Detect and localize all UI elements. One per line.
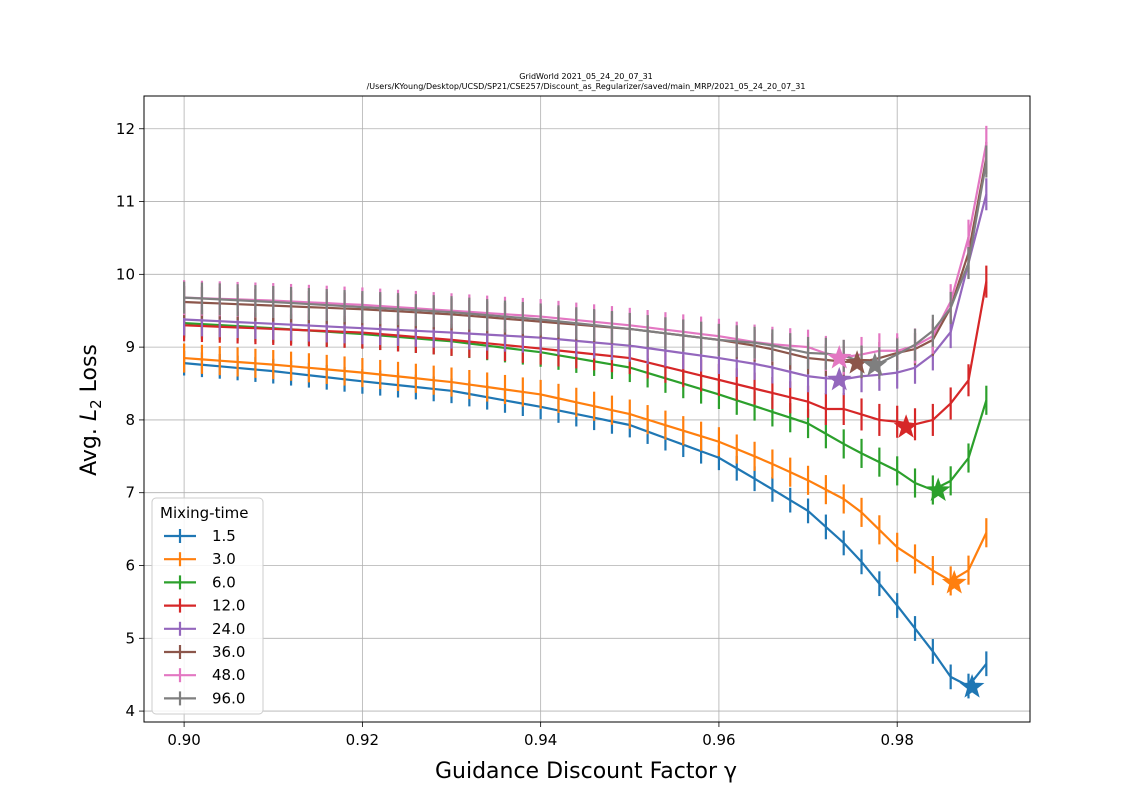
y-axis-label: Avg. L2 Loss — [77, 344, 105, 476]
series-line — [184, 356, 988, 583]
series-line — [184, 161, 988, 365]
series-line — [184, 281, 988, 426]
x-tick-label: 0.98 — [880, 731, 913, 749]
legend-label: 6.0 — [212, 573, 236, 591]
best-marker-star — [826, 366, 852, 391]
y-axis-label-suffix: Loss — [77, 344, 102, 399]
best-marker-star — [862, 352, 888, 376]
legend-items: 1.5 3.0 6.0 12.0 24.0 36.0 48.0 96.0 — [164, 527, 245, 707]
legend-item: 36.0 — [164, 643, 245, 661]
series-line — [184, 362, 988, 688]
legend-item: 1.5 — [164, 527, 236, 545]
x-tick-label: 0.94 — [524, 731, 557, 749]
legend-label: 36.0 — [212, 643, 245, 661]
x-tick-label: 0.96 — [702, 731, 735, 749]
series-3.0 — [183, 343, 988, 596]
y-tick-label: 7 — [125, 484, 135, 502]
y-tick-label: 9 — [125, 338, 135, 356]
best-marker-star — [844, 350, 870, 374]
y-tick-label: 5 — [125, 629, 135, 647]
legend: Mixing-time 1.5 3.0 6.0 12.0 24.0 36.0 48.0 96.… — [151, 497, 264, 715]
legend-label: 12.0 — [212, 597, 245, 615]
x-tick-label: 0.92 — [346, 731, 379, 749]
series-line — [184, 143, 988, 359]
y-tick-label: 6 — [125, 557, 135, 575]
legend-label: 3.0 — [212, 550, 236, 568]
legend-item: 96.0 — [164, 689, 245, 707]
best-marker-star — [941, 569, 967, 594]
legend-item: 24.0 — [164, 620, 245, 638]
y-tick-label: 11 — [116, 193, 135, 211]
legend-title: Mixing-time — [160, 504, 248, 522]
legend-item: 12.0 — [164, 597, 245, 615]
y-tick-label: 12 — [116, 120, 135, 138]
x-tick-label: 0.90 — [167, 731, 200, 749]
legend-label: 96.0 — [212, 689, 245, 707]
legend-item: 48.0 — [164, 666, 245, 684]
plot-frame — [143, 95, 1031, 723]
y-axis-label-var: L — [77, 409, 102, 421]
legend-item: 6.0 — [164, 573, 236, 591]
best-marker-star — [893, 414, 919, 438]
legend-item: 3.0 — [164, 550, 236, 568]
plot-series — [183, 125, 988, 699]
best-marker-star — [925, 477, 951, 502]
best-marker-star — [826, 345, 852, 369]
y-tick-label: 8 — [125, 411, 135, 429]
series-line — [184, 193, 988, 381]
legend-label: 1.5 — [212, 527, 236, 545]
chart-subtitle: /Users/KYoung/Desktop/UCSD/SP21/CSE257/D… — [367, 82, 806, 91]
axis-ticks: 0.90 0.92 0.94 0.96 0.98 4 5 6 7 8 9 10 11 12 — [116, 120, 914, 749]
chart-title: GridWorld 2021_05_24_20_07_31 — [519, 72, 653, 81]
x-axis-label: Guidance Discount Factor γ — [435, 759, 737, 784]
y-axis-label-sub: 2 — [87, 399, 105, 409]
y-tick-label: 10 — [116, 265, 135, 283]
best-marker-star — [959, 674, 985, 698]
legend-label: 24.0 — [212, 620, 245, 638]
legend-label: 48.0 — [212, 666, 245, 684]
legend-box — [151, 497, 264, 715]
y-tick-label: 4 — [125, 702, 135, 720]
y-axis-label-prefix: Avg. — [77, 421, 102, 476]
